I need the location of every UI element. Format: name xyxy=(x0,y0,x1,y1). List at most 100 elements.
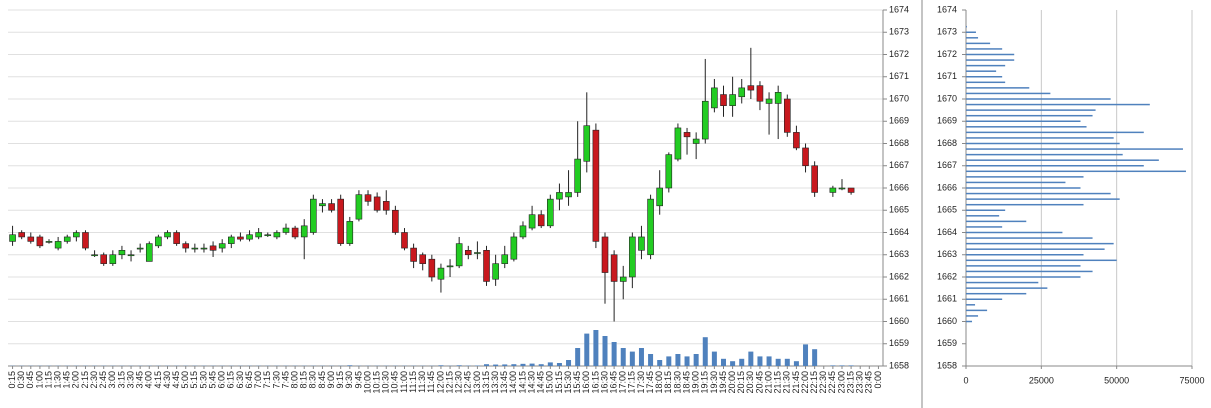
x-tick-label: 13:15 xyxy=(481,371,491,394)
candle-body xyxy=(455,243,463,267)
volume-bar xyxy=(830,365,836,366)
y-tick-label: 1673 xyxy=(889,27,909,37)
candle-body xyxy=(282,227,290,233)
candle-body xyxy=(547,198,554,227)
profile-bar xyxy=(966,231,1063,234)
profile-bar xyxy=(966,220,1027,223)
profile-bar xyxy=(966,37,979,39)
x-tick-label: 0:45 xyxy=(25,371,35,389)
y-tick-label: 1659 xyxy=(937,338,957,348)
x-tick-label: 1:30 xyxy=(53,371,63,389)
x-tick-label: 25000 xyxy=(1029,375,1054,385)
volume-bar xyxy=(438,365,444,366)
volume-bar xyxy=(657,360,663,366)
candle-body xyxy=(355,194,363,220)
x-tick-label: 23:45 xyxy=(864,371,874,394)
volume-bar xyxy=(730,361,736,366)
y-tick-label: 1669 xyxy=(889,116,909,126)
candle-body xyxy=(847,187,855,193)
profile-bar xyxy=(966,320,973,323)
candle-body xyxy=(838,187,846,190)
volume-bar xyxy=(493,364,499,366)
profile-bar xyxy=(966,25,967,28)
volume-bar xyxy=(766,356,772,366)
candle-body xyxy=(793,132,800,149)
candle-body xyxy=(601,236,609,273)
candle-body xyxy=(18,232,25,238)
x-tick-label: 21:00 xyxy=(763,371,773,394)
profile-bar xyxy=(966,81,1006,84)
y-tick-label: 1671 xyxy=(937,71,957,81)
candle-body xyxy=(410,247,417,262)
profile-bar xyxy=(966,215,1000,217)
candle-body xyxy=(829,187,837,193)
candle-body xyxy=(474,252,481,254)
x-tick-label: 50000 xyxy=(1104,375,1129,385)
volume-bar xyxy=(566,360,572,366)
candle-body xyxy=(537,214,545,227)
x-tick-label: 11:45 xyxy=(426,371,436,393)
profile-bar xyxy=(966,42,991,45)
x-tick-label: 16:00 xyxy=(581,371,591,394)
x-tick-label: 10:30 xyxy=(381,371,391,394)
profile-bar xyxy=(966,31,976,33)
x-tick-label: 12:00 xyxy=(435,371,445,394)
candle-body xyxy=(656,187,663,207)
candle-body xyxy=(483,250,490,282)
candle-body xyxy=(638,236,645,251)
candle-body xyxy=(574,158,581,193)
profile-bar xyxy=(966,281,1039,284)
profile-bar xyxy=(966,48,1003,50)
candle-body xyxy=(337,198,344,244)
volume-bar xyxy=(793,361,799,366)
profile-bar xyxy=(966,103,1150,106)
x-tick-label: 20:00 xyxy=(727,371,737,394)
candle-body xyxy=(100,254,108,264)
x-tick-label: 3:15 xyxy=(116,371,126,389)
candle-body xyxy=(619,276,627,282)
candle-body xyxy=(446,265,454,268)
candle-body xyxy=(27,236,35,242)
y-tick-label: 1673 xyxy=(937,27,957,37)
volume-bar xyxy=(784,358,790,366)
volume-bar xyxy=(347,365,353,366)
candle-body xyxy=(118,250,126,256)
candle-body xyxy=(765,98,773,104)
profile-bar xyxy=(966,59,1015,61)
x-tick-label: 75000 xyxy=(1179,375,1204,385)
volume-bar xyxy=(720,358,726,366)
x-tick-label: 1:45 xyxy=(62,371,72,389)
candle-body xyxy=(164,232,171,238)
candle-body xyxy=(492,263,499,280)
y-tick-label: 1662 xyxy=(937,271,957,281)
volume-bar xyxy=(484,364,490,366)
profile-bar xyxy=(966,304,976,306)
y-tick-label: 1660 xyxy=(889,316,909,326)
x-tick-label: 10:00 xyxy=(362,371,372,394)
x-tick-label: 23:30 xyxy=(855,371,865,394)
profile-bar xyxy=(966,109,1096,111)
candle-body xyxy=(127,254,135,257)
x-tick-label: 3:30 xyxy=(125,371,135,389)
x-tick-label: 3:45 xyxy=(135,371,145,389)
x-tick-label: 15:15 xyxy=(554,371,564,394)
candle-body xyxy=(711,87,718,109)
x-tick-label: 2:00 xyxy=(71,371,81,389)
y-tick-label: 1674 xyxy=(937,4,957,14)
x-tick-label: 0 xyxy=(963,375,968,385)
candle-body xyxy=(191,247,199,250)
volume-bar xyxy=(456,365,462,366)
volume-bar xyxy=(739,358,745,366)
profile-bar xyxy=(966,270,1093,273)
candle-body xyxy=(556,192,563,200)
y-tick-label: 1661 xyxy=(937,294,957,304)
profile-bar xyxy=(966,209,1006,211)
x-tick-label: 17:15 xyxy=(627,371,637,394)
volume-bar xyxy=(602,336,608,366)
x-tick-label: 0:15 xyxy=(7,371,17,389)
x-tick-label: 20:45 xyxy=(754,371,764,394)
candle-body xyxy=(373,196,381,211)
x-tick-label: 19:00 xyxy=(691,371,701,394)
